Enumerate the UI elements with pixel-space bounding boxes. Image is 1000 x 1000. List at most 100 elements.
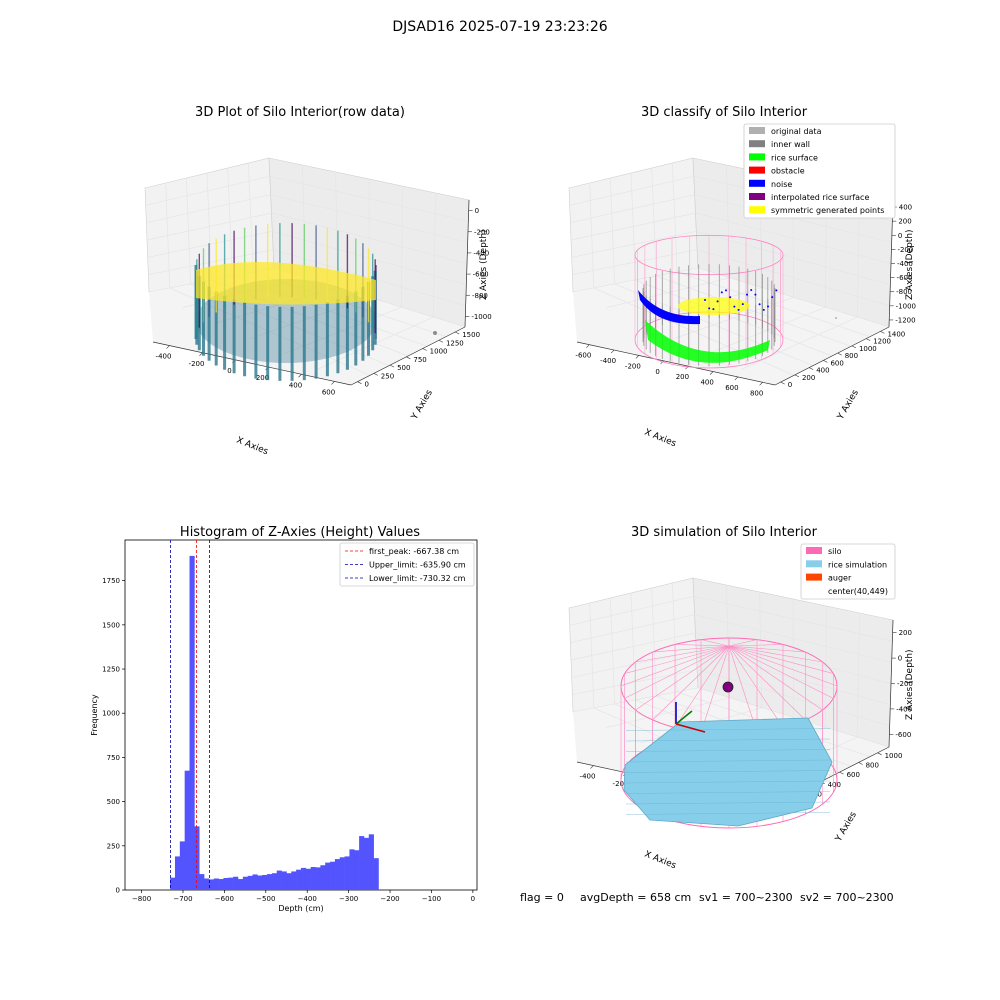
p2-noise-point xyxy=(704,299,706,301)
p4-rice-surface xyxy=(623,717,833,827)
p4-y-tick-label: 800 xyxy=(866,761,879,769)
hist-bar xyxy=(242,876,248,890)
p4-y-tick-mark xyxy=(877,752,882,756)
hist-y-tick-label: 1500 xyxy=(102,621,120,629)
p4-auger-x-arrow xyxy=(675,723,706,733)
p2-noise-point xyxy=(754,293,757,296)
p4-x-tick-label: -400 xyxy=(580,773,596,781)
p2-noise-point xyxy=(712,308,715,311)
p2-y-tick-mark xyxy=(851,345,857,349)
hist-bar xyxy=(305,868,311,890)
p2-y-tick-mark xyxy=(837,352,842,356)
p4-legend-label: auger xyxy=(828,574,852,583)
hist-bar xyxy=(194,826,200,890)
hist-y-tick-label: 1250 xyxy=(102,666,120,674)
p2-z-tick-label: -1000 xyxy=(896,302,916,310)
p2-rice-surface xyxy=(645,320,770,363)
p2-grid-line xyxy=(671,162,678,273)
p2-zlabel: Z Axies (Depth) xyxy=(905,229,915,300)
p4-grid-line xyxy=(671,582,678,693)
p2-z-tick-label: 400 xyxy=(899,204,912,212)
p2-pane-floor xyxy=(573,268,889,385)
p2-legend-swatch xyxy=(749,153,765,161)
p2-legend-swatch xyxy=(749,193,765,200)
p2-x-axis-line xyxy=(576,341,776,386)
p4-rice-mesh-line xyxy=(625,759,831,763)
p2-xlabel: X Axies xyxy=(643,428,678,450)
p1-y-tick-label: 1000 xyxy=(430,348,448,356)
p1-x-tick-mark xyxy=(298,374,302,378)
hist-bar xyxy=(208,879,215,890)
hist-bar xyxy=(247,875,253,890)
p4-silo-roof-rib xyxy=(728,645,784,728)
p1-y-tick-mark xyxy=(422,348,427,351)
hist-bar xyxy=(373,858,379,890)
footer-flag: flag = 0 xyxy=(520,891,564,904)
p2-tick-labels: -600-400-2000200400600800020040060080010… xyxy=(575,204,916,398)
p2-z-tick-label: -1200 xyxy=(895,316,915,324)
p2-z-tick-label: 200 xyxy=(898,218,911,226)
p4-silo-roof-rib xyxy=(700,639,730,647)
hist-x-tick-label: −100 xyxy=(422,895,441,903)
hist-bar xyxy=(300,867,307,890)
hist-xlabel: Depth (cm) xyxy=(278,904,323,913)
p1-y-axis-line xyxy=(350,326,466,386)
p4-silo-roof-rib xyxy=(624,645,730,699)
p2-z-tick-label: -600 xyxy=(897,274,913,282)
p4-silo-roof-rib xyxy=(728,645,806,653)
hist-y-tick-label: 500 xyxy=(107,798,120,806)
hist-y-tick-label: 750 xyxy=(107,754,120,762)
hist-bar xyxy=(257,875,263,890)
p1-z-tick-label: -800 xyxy=(472,292,488,300)
p2-noise-point xyxy=(758,303,761,306)
p2-z-tick-label: -800 xyxy=(896,288,912,296)
p4-silo-roof-rib xyxy=(728,645,758,733)
p1-grid-line xyxy=(247,162,254,273)
p1-y-tick-mark xyxy=(406,356,411,360)
hist-bar xyxy=(237,879,244,890)
p4-x-tick-label: -200 xyxy=(613,780,629,788)
p1-y-tick-label: 0 xyxy=(365,381,369,389)
p2-x-tick-label: -200 xyxy=(625,362,641,370)
p2-noise-point xyxy=(733,305,736,308)
hist-x-tick-label: −800 xyxy=(132,895,151,903)
p1-ylabel: Y Axies xyxy=(409,388,435,422)
p2-y-tick-mark xyxy=(794,374,800,378)
hist-bar xyxy=(320,865,326,890)
p2-x-tick-mark xyxy=(734,376,739,381)
p4-x-tick-mark xyxy=(590,765,594,769)
hist-x-tick-label: −600 xyxy=(215,895,234,903)
p2-x-tick-mark xyxy=(709,371,714,375)
p1-point-cloud xyxy=(194,223,437,381)
p1-y-tick-mark xyxy=(438,339,444,343)
p1-y-tick-mark xyxy=(373,373,378,376)
p2-noise-point xyxy=(725,289,727,292)
p2-x-tick-mark xyxy=(759,382,763,386)
hist-bar xyxy=(363,837,370,890)
p4-silo-roof-rib xyxy=(652,645,730,721)
p2-noise-point xyxy=(708,307,711,310)
p2-noise-point xyxy=(720,291,723,294)
p2-noise-point xyxy=(771,296,774,299)
p2-legend-swatch xyxy=(749,179,765,187)
p2-legend-swatch xyxy=(749,140,765,148)
hist-bar xyxy=(233,876,239,890)
p4-legend-label: center(40,449) xyxy=(828,587,888,596)
p2-legend: original data inner wall rice surface obsta… xyxy=(743,123,896,219)
p4-silo-roof-rib xyxy=(674,645,730,728)
hist-bar xyxy=(204,878,210,890)
hist-legend-label: Lower_limit: -730.32 cm xyxy=(369,574,466,583)
p2-y-tick-label: 800 xyxy=(845,352,858,360)
p2-x-tick-label: -400 xyxy=(600,357,616,365)
hist-bar xyxy=(296,869,302,890)
p1-top-surface xyxy=(196,262,376,305)
p2-noise-point xyxy=(741,303,744,306)
p4-silo-roof-rib xyxy=(728,645,806,721)
p2-x-tick-mark xyxy=(635,355,640,359)
hist-bar xyxy=(189,555,195,890)
p2-y-tick-label: 200 xyxy=(802,374,815,382)
hist-bar xyxy=(286,873,292,890)
hist-bar xyxy=(339,857,345,890)
hist-title: Histogram of Z-Axies (Height) Values xyxy=(180,525,420,540)
p4-silo-roof-rib xyxy=(728,645,823,711)
